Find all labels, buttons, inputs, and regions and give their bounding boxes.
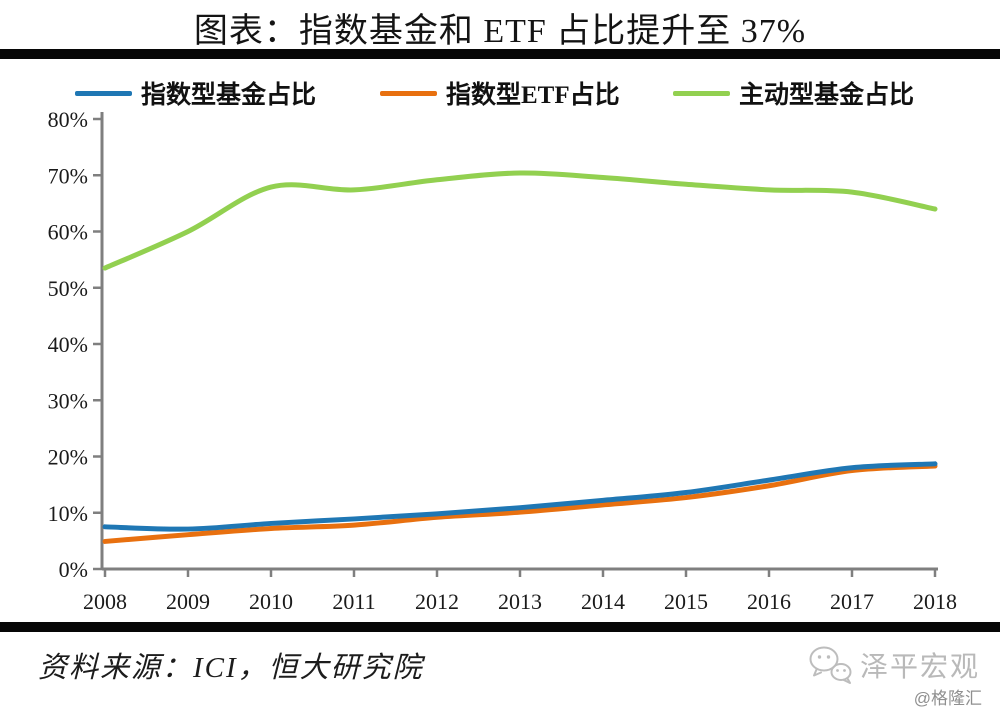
legend-swatch-active-funds xyxy=(673,90,730,96)
svg-text:0%: 0% xyxy=(59,557,88,582)
svg-text:70%: 70% xyxy=(48,163,88,188)
legend-item-index-funds: 指数型基金占比 xyxy=(75,80,316,109)
wechat-icon xyxy=(809,646,852,684)
svg-text:2010: 2010 xyxy=(249,589,293,614)
legend-item-index-etf: 指数型ETF占比 xyxy=(380,80,620,109)
svg-text:30%: 30% xyxy=(48,388,88,413)
legend-label-active-funds: 主动型基金占比 xyxy=(739,82,915,109)
svg-text:10%: 10% xyxy=(48,501,88,526)
svg-text:2008: 2008 xyxy=(83,589,127,614)
svg-text:2011: 2011 xyxy=(332,589,375,614)
svg-text:60%: 60% xyxy=(48,220,88,245)
svg-text:80%: 80% xyxy=(48,107,88,132)
svg-text:2009: 2009 xyxy=(166,589,210,614)
line-chart: 0% 10% 20% 30% 40% 50% 60% 70% 80% 2008 2009 2010 20… xyxy=(48,107,957,614)
svg-text:2018: 2018 xyxy=(913,589,957,614)
brand-name: 泽平宏观 xyxy=(859,652,980,683)
source-text: 资料来源：ICI，恒大研究院 xyxy=(38,652,424,684)
svg-text:20%: 20% xyxy=(48,445,88,470)
watermark-text: @格隆汇 xyxy=(913,689,982,708)
legend-swatch-index-etf xyxy=(380,90,437,96)
page-title: 图表：指数基金和 ETF 占比提升至 37% xyxy=(193,13,807,50)
svg-text:2014: 2014 xyxy=(581,589,625,614)
svg-text:2017: 2017 xyxy=(830,589,874,614)
svg-text:2012: 2012 xyxy=(415,589,459,614)
legend-label-index-funds: 指数型基金占比 xyxy=(141,82,317,109)
top-divider xyxy=(0,49,1000,59)
bottom-divider xyxy=(0,622,1000,632)
brand-logo: 泽平宏观 xyxy=(807,645,980,685)
svg-text:2015: 2015 xyxy=(664,589,708,614)
svg-text:50%: 50% xyxy=(48,276,88,301)
legend-swatch-index-funds xyxy=(75,90,132,96)
svg-text:2013: 2013 xyxy=(498,589,542,614)
svg-text:2016: 2016 xyxy=(747,589,791,614)
svg-text:40%: 40% xyxy=(48,332,88,357)
legend-label-index-etf: 指数型ETF占比 xyxy=(446,82,620,109)
legend-item-active-funds: 主动型基金占比 xyxy=(673,80,914,109)
